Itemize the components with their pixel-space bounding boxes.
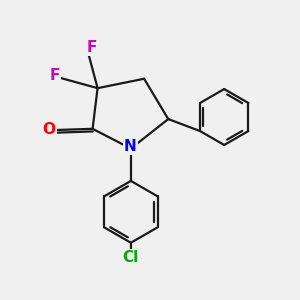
Text: F: F bbox=[50, 68, 60, 83]
Text: F: F bbox=[86, 40, 97, 55]
Text: Cl: Cl bbox=[123, 250, 139, 265]
Text: O: O bbox=[43, 122, 56, 137]
Text: N: N bbox=[124, 139, 136, 154]
